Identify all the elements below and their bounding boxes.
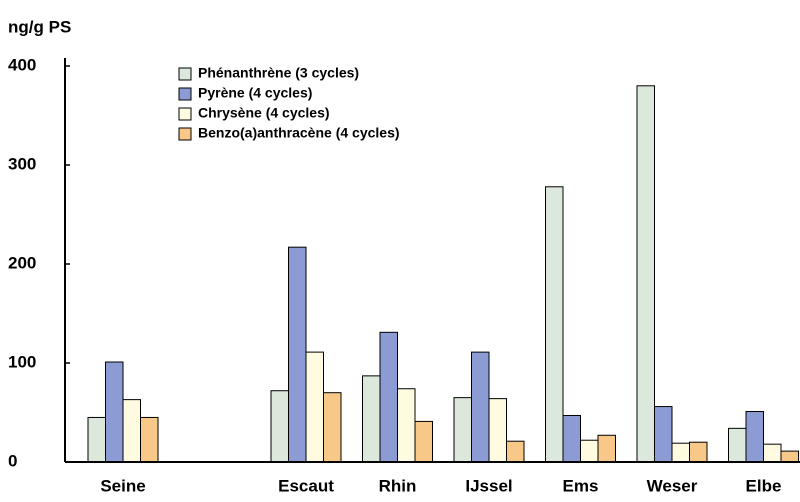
x-tick-label: Ems (563, 476, 599, 495)
legend-swatch (178, 67, 192, 81)
x-tick-label: Escaut (278, 476, 334, 495)
bar (362, 375, 381, 463)
bar (323, 392, 342, 463)
bar (379, 331, 398, 463)
bar (471, 351, 490, 463)
bar (597, 434, 616, 463)
bar (506, 440, 525, 463)
bar (654, 406, 673, 463)
bar (140, 416, 159, 463)
legend-label: Phénanthrène (3 cycles) (198, 65, 359, 81)
bar (728, 427, 747, 463)
legend-label: Chrysène (4 cycles) (198, 105, 330, 121)
bar (105, 361, 124, 463)
bar (562, 414, 581, 463)
y-axis-label: ng/g PS (8, 17, 71, 36)
x-tick-label: Seine (100, 476, 145, 495)
bar (488, 398, 507, 463)
bar (745, 411, 764, 463)
y-tick-label: 100 (8, 352, 36, 371)
y-tick-label: 300 (8, 154, 36, 173)
bar (414, 420, 433, 463)
y-tick-label: 0 (8, 451, 17, 470)
x-tick-label: Weser (647, 476, 698, 495)
legend-swatch (178, 87, 192, 101)
legend-swatch (178, 107, 192, 121)
y-tick-label: 400 (8, 55, 36, 74)
bar (671, 442, 690, 463)
bar (763, 443, 782, 463)
bar (689, 441, 708, 463)
bar (288, 246, 307, 463)
bar (122, 399, 141, 463)
y-tick-label: 200 (8, 253, 36, 272)
bar (397, 388, 416, 463)
bar (87, 416, 106, 463)
bar (453, 397, 472, 463)
legend-swatch (178, 127, 192, 141)
legend-label: Pyrène (4 cycles) (198, 85, 312, 101)
x-tick-label: IJssel (465, 476, 512, 495)
bar (305, 351, 324, 463)
x-tick-label: Elbe (746, 476, 782, 495)
bar (545, 186, 564, 463)
x-tick-label: Rhin (379, 476, 417, 495)
bar (636, 85, 655, 463)
bar (780, 450, 799, 463)
bar (580, 439, 599, 463)
legend-label: Benzo(a)anthracène (4 cycles) (198, 125, 400, 141)
bar (270, 390, 289, 463)
